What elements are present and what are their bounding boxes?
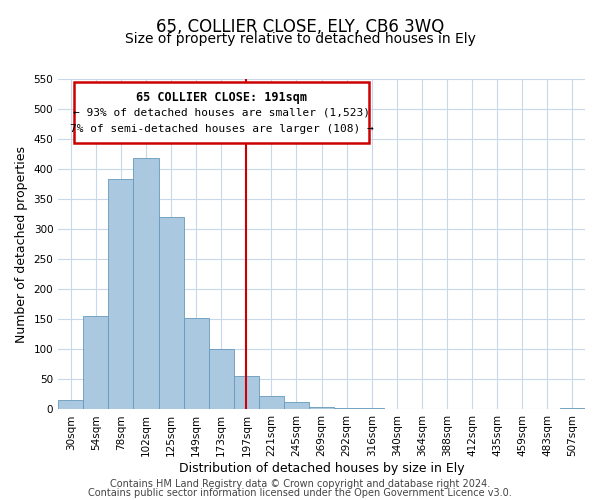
Bar — [309, 407, 334, 410]
Text: 65 COLLIER CLOSE: 191sqm: 65 COLLIER CLOSE: 191sqm — [136, 90, 307, 104]
X-axis label: Distribution of detached houses by size in Ely: Distribution of detached houses by size … — [179, 462, 464, 475]
Bar — [109, 180, 133, 410]
Bar — [234, 376, 259, 410]
Bar — [359, 408, 385, 410]
Text: Contains public sector information licensed under the Open Government Licence v3: Contains public sector information licen… — [88, 488, 512, 498]
Bar — [133, 158, 158, 410]
Bar — [434, 409, 460, 410]
Bar — [83, 316, 109, 410]
Text: Contains HM Land Registry data © Crown copyright and database right 2024.: Contains HM Land Registry data © Crown c… — [110, 479, 490, 489]
Bar — [385, 409, 409, 410]
Bar — [560, 408, 585, 410]
Bar — [334, 408, 359, 410]
Bar — [409, 409, 434, 410]
Bar — [184, 318, 209, 410]
Text: 7% of semi-detached houses are larger (108) →: 7% of semi-detached houses are larger (1… — [70, 124, 373, 134]
FancyBboxPatch shape — [74, 82, 369, 144]
Text: Size of property relative to detached houses in Ely: Size of property relative to detached ho… — [125, 32, 475, 46]
Bar — [158, 217, 184, 410]
Bar — [209, 350, 234, 410]
Text: 65, COLLIER CLOSE, ELY, CB6 3WQ: 65, COLLIER CLOSE, ELY, CB6 3WQ — [156, 18, 444, 36]
Text: ← 93% of detached houses are smaller (1,523): ← 93% of detached houses are smaller (1,… — [73, 107, 370, 117]
Bar — [58, 400, 83, 409]
Bar — [259, 396, 284, 409]
Bar — [284, 402, 309, 409]
Y-axis label: Number of detached properties: Number of detached properties — [15, 146, 28, 342]
